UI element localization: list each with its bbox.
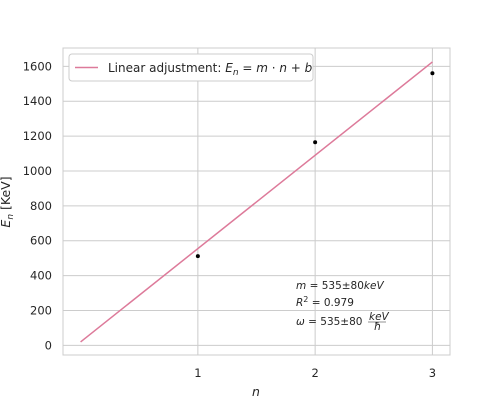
y-tick-label: 1200: [23, 129, 52, 143]
x-axis-label: n: [252, 384, 260, 399]
y-tick-label: 400: [30, 269, 52, 283]
data-points: [195, 71, 435, 259]
annotation-r2: R2 = 0.979: [296, 295, 354, 309]
data-point: [313, 140, 318, 145]
y-tick-label: 1600: [23, 59, 52, 73]
y-tick-labels: 0 200 400 600 800 1000 1200 1400 1600: [23, 59, 52, 352]
y-axis-label: En [KeV]: [0, 176, 16, 227]
plot-frame: [62, 47, 451, 356]
x-tick-labels: 1 2 3: [194, 366, 436, 380]
fit-annotations: m = 535±80keV R2 = 0.979 ω = 535±80 keV …: [296, 280, 390, 333]
y-tick-label: 600: [30, 234, 52, 248]
data-point: [430, 71, 435, 76]
x-tick-label: 1: [194, 366, 201, 380]
y-tick-label: 1000: [23, 164, 52, 178]
y-tick-label: 200: [30, 304, 52, 318]
annotation-m: m = 535±80keV: [296, 280, 384, 292]
x-tick-label: 3: [429, 366, 436, 380]
data-point: [195, 254, 200, 259]
annotation-omega: ω = 535±80: [296, 316, 362, 328]
x-tick-label: 2: [311, 366, 318, 380]
fit-line: [80, 61, 433, 343]
annotation-omega-unit-num: keV: [369, 311, 390, 323]
legend: Linear adjustment: En = m · n + b: [68, 53, 314, 82]
y-tick-label: 0: [45, 338, 52, 352]
annotation-omega-unit-den: ħ: [374, 321, 381, 333]
legend-label: Linear adjustment: En = m · n + b: [108, 61, 313, 78]
legend-box: [68, 53, 314, 82]
y-tick-label: 800: [30, 199, 52, 213]
y-tick-label: 1400: [23, 94, 52, 108]
